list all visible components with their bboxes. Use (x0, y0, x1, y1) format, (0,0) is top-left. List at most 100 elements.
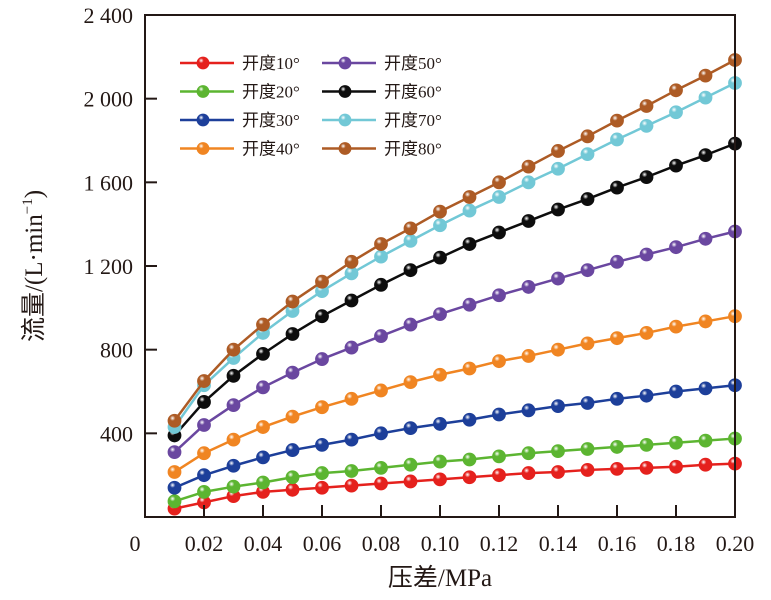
data-point-80-17 (669, 83, 683, 98)
data-point-80-10 (462, 190, 477, 204)
data-point-50-8 (403, 317, 418, 332)
data-point-80-4 (285, 294, 300, 309)
legend-marker (338, 113, 352, 127)
data-point-10-12 (521, 466, 536, 480)
data-point-70-9 (433, 218, 447, 233)
data-point-10-15 (610, 461, 624, 476)
x-tick-label-0.04: 0.04 (244, 531, 283, 556)
tick-labels-layer: 0.02 0.04 0.06 0.08 0.10 0.12 0.14 0.16 0.18 0.20… (84, 3, 755, 556)
y-axis-title-sup: −1 (20, 198, 36, 214)
data-point-60-18 (698, 148, 713, 163)
data-point-20-17 (669, 435, 683, 450)
x-tick-label-0.02: 0.02 (185, 531, 224, 556)
data-point-50-18 (698, 231, 713, 246)
legend-marker (338, 142, 352, 155)
data-point-20-7 (374, 460, 388, 475)
data-point-80-11 (492, 175, 506, 190)
data-point-10-18 (698, 457, 713, 472)
x-tick-label-0.14: 0.14 (539, 531, 578, 556)
data-point-50-13 (551, 271, 565, 286)
data-point-60-14 (580, 192, 595, 206)
data-point-40-0 (167, 465, 182, 479)
x-tick-label-0.06: 0.06 (303, 531, 342, 556)
data-point-50-4 (285, 365, 300, 380)
data-point-80-15 (610, 113, 624, 128)
data-point-20-12 (521, 446, 536, 461)
data-point-10-10 (462, 470, 477, 485)
data-point-60-13 (551, 202, 565, 217)
data-point-70-17 (669, 105, 683, 120)
data-point-50-16 (639, 247, 654, 262)
data-point-40-13 (551, 342, 565, 357)
data-point-50-0 (167, 445, 182, 460)
legend-marker (196, 142, 210, 155)
data-point-10-14 (580, 463, 595, 477)
series-10 (167, 456, 742, 516)
data-point-20-3 (256, 475, 270, 490)
ticks-layer (145, 97, 677, 517)
data-point-50-3 (256, 380, 270, 395)
data-point-30-3 (256, 450, 270, 465)
series-50 (167, 224, 742, 460)
data-point-50-10 (462, 297, 477, 312)
y-tick-label-2400: 2 400 (84, 3, 134, 28)
y-axis-title-main: 流量/(L·min (20, 214, 48, 342)
data-point-30-17 (669, 384, 683, 399)
data-point-70-14 (580, 147, 595, 161)
data-point-50-5 (315, 352, 329, 366)
data-point-20-14 (580, 442, 595, 456)
data-point-70-12 (521, 175, 536, 190)
legend-label: 开度60° (384, 83, 442, 102)
data-point-80-8 (403, 221, 418, 236)
data-point-40-12 (521, 349, 536, 363)
data-point-20-0 (167, 494, 182, 509)
data-point-40-6 (344, 391, 359, 406)
legend-label: 开度80° (384, 140, 442, 159)
data-point-40-9 (433, 367, 447, 382)
data-point-60-6 (344, 293, 359, 308)
data-point-30-5 (315, 437, 329, 452)
data-point-30-9 (433, 417, 447, 431)
data-point-20-16 (639, 437, 654, 452)
data-point-70-13 (551, 161, 565, 176)
data-point-40-8 (403, 375, 418, 389)
legend-marker (196, 56, 210, 70)
data-point-70-8 (403, 233, 418, 248)
data-point-10-8 (403, 474, 418, 489)
data-point-30-12 (521, 403, 536, 418)
x-axis-title: 压差/MPa (388, 564, 492, 592)
data-point-40-18 (698, 314, 713, 329)
x-tick-label-0.12: 0.12 (480, 531, 519, 556)
data-point-10-4 (285, 482, 300, 497)
data-point-50-11 (492, 288, 506, 303)
data-point-10-5 (315, 480, 329, 495)
data-point-80-6 (344, 254, 359, 269)
data-point-60-7 (374, 277, 388, 292)
x-tick-label-0.08: 0.08 (362, 531, 401, 556)
data-point-30-11 (492, 407, 506, 422)
data-point-40-17 (669, 319, 683, 334)
data-point-80-7 (374, 237, 388, 251)
data-point-60-5 (315, 309, 329, 324)
data-point-40-16 (639, 326, 654, 340)
data-point-80-16 (639, 99, 654, 113)
data-point-40-11 (492, 354, 506, 369)
x-tick-label-0.16: 0.16 (598, 531, 637, 556)
data-point-80-3 (256, 317, 270, 332)
data-point-30-1 (197, 468, 211, 483)
data-point-60-2 (226, 368, 241, 383)
data-point-60-17 (669, 158, 683, 173)
data-point-70-10 (462, 203, 477, 218)
legend-marker (338, 56, 352, 70)
legend-item-70: 开度70° (322, 111, 442, 130)
data-point-30-13 (551, 399, 565, 414)
data-point-60-15 (610, 180, 624, 195)
series-70 (167, 76, 742, 434)
data-point-60-9 (433, 250, 447, 265)
series-30 (167, 378, 742, 495)
data-point-50-2 (226, 398, 241, 412)
legend-item-30: 开度30° (180, 111, 300, 130)
data-point-20-8 (403, 457, 418, 472)
data-point-10-7 (374, 476, 388, 491)
